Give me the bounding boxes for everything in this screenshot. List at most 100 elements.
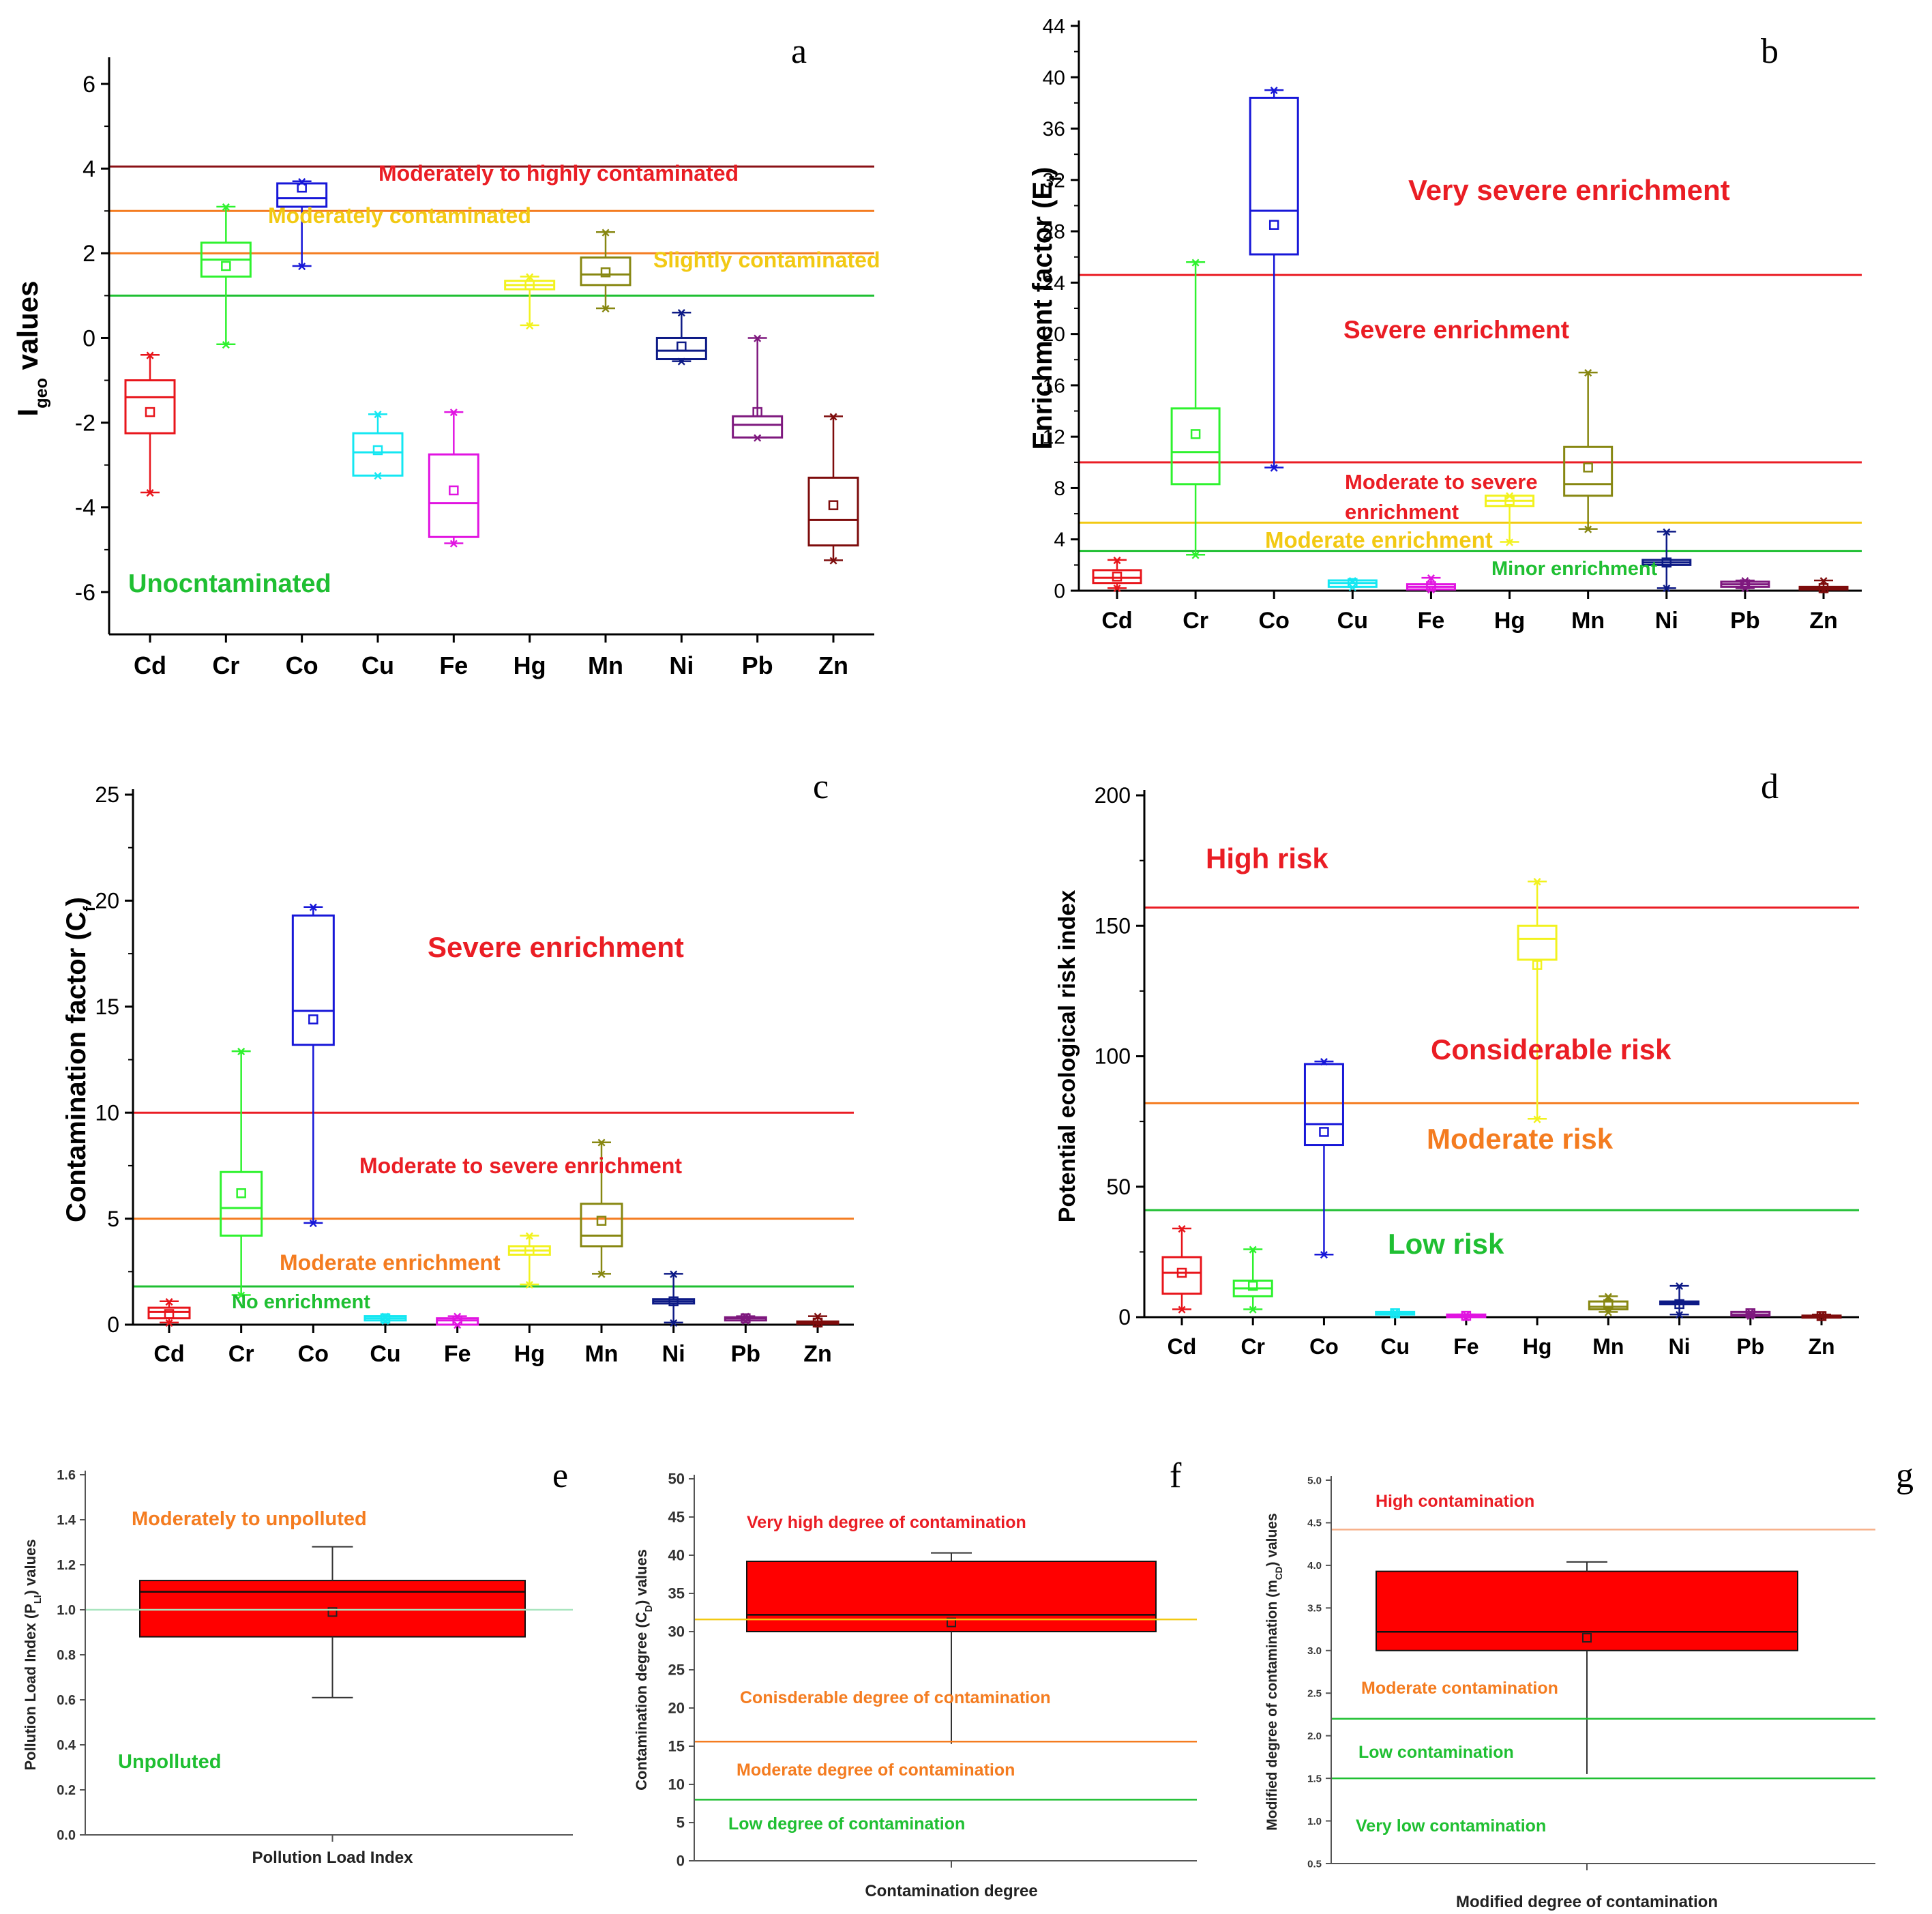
x-tick-label-b: Mn xyxy=(1571,608,1605,634)
y-tick-label-a: -2 xyxy=(75,411,95,437)
y-tick-label-a: -6 xyxy=(75,580,95,606)
box-min-marker-Cu: × xyxy=(374,467,383,484)
box-mean-Pb xyxy=(1745,1308,1756,1319)
box-max-marker-Zn: × xyxy=(1817,1306,1826,1323)
y-tick-label-e: 0.0 xyxy=(57,1828,76,1843)
y-axis-label-b: Enrichment factor (Ef) xyxy=(1028,167,1065,450)
annotation-moderately-unpolluted: Moderately to unpolluted xyxy=(132,1508,367,1530)
box-min-marker-Co: × xyxy=(309,1215,318,1232)
x-tick-label-d: Ni xyxy=(1669,1334,1691,1359)
y-tick-label-e: 1.6 xyxy=(57,1468,76,1483)
y-tick-label-g: 5.0 xyxy=(1307,1475,1322,1486)
y-tick-label-b: 4 xyxy=(1054,529,1065,551)
y-tick-label-b: 16 xyxy=(1043,374,1065,397)
y-axis-label-d: Potential ecological risk index xyxy=(1054,890,1080,1223)
y-tick-label-f: 0 xyxy=(677,1853,685,1870)
annotation-uncontaminated: Unocntaminated xyxy=(128,570,331,598)
box-mean-Zn xyxy=(1818,583,1829,593)
y-axis-label-c: Contamination factor (Cf) xyxy=(61,897,99,1222)
box-mean-Cr xyxy=(236,1188,246,1198)
box-mean-Fe xyxy=(1461,1310,1472,1321)
box-mean-Fe xyxy=(1426,581,1436,591)
box-min-marker-Zn: × xyxy=(1817,1308,1826,1325)
box-max-marker-Cu: × xyxy=(1348,572,1357,589)
y-tick-label-a: 2 xyxy=(83,241,95,267)
box-g xyxy=(1376,1570,1798,1651)
y-tick-label-g: 3.5 xyxy=(1307,1603,1322,1615)
box-max-marker-Cd: × xyxy=(1113,552,1122,569)
box-mean-e xyxy=(327,1607,338,1617)
box-max-marker-Mn: × xyxy=(1604,1288,1613,1305)
y-tick-label-b: 40 xyxy=(1043,67,1065,89)
box-Mn xyxy=(1563,445,1614,497)
box-max-marker-Ni: × xyxy=(669,1265,678,1282)
box-mean-g xyxy=(1582,1633,1592,1643)
box-min-marker-Hg: × xyxy=(1533,1110,1542,1128)
y-tick-label-f: 10 xyxy=(668,1776,685,1793)
x-tick-label-c: Cu xyxy=(370,1341,400,1367)
box-Co xyxy=(1249,96,1299,256)
x-tick-label-a: Mn xyxy=(588,651,623,679)
box-mean-Cd xyxy=(1176,1267,1187,1278)
y-tick-label-f: 20 xyxy=(668,1700,685,1717)
box-min-marker-Fe: × xyxy=(1427,581,1436,598)
x-tick-label-d: Pb xyxy=(1736,1334,1764,1359)
x-axis-label-g: Modified degree of contamination xyxy=(1456,1893,1718,1911)
box-Fe xyxy=(428,453,479,538)
x-tick-label-c: Ni xyxy=(662,1341,685,1367)
box-mean-Cr xyxy=(1190,429,1201,439)
annotation-no-enrichment: No enrichment xyxy=(232,1291,370,1313)
box-e xyxy=(139,1580,526,1638)
annotation-moderately: Moderately contaminated xyxy=(268,203,531,228)
box-max-marker-Mn: × xyxy=(597,1134,606,1151)
annotation-moderate-enrichment: Moderate enrichment xyxy=(1265,527,1493,553)
chart-panel-b: 0 4 8 12 16 20 24 28 32 36 40 44 Enrichment factor (… xyxy=(1028,16,1862,634)
box-max-marker-Cd: × xyxy=(146,347,155,364)
x-tick-label-b: Cr xyxy=(1183,608,1208,634)
box-min-marker-Cr: × xyxy=(237,1286,246,1304)
box-mean-Co xyxy=(308,1014,318,1025)
y-tick-label-c: 20 xyxy=(95,889,119,913)
y-tick-label-d: 150 xyxy=(1095,913,1131,938)
y-tick-label-b: 20 xyxy=(1043,323,1065,346)
x-tick-label-a: Cu xyxy=(361,651,394,679)
box-max-marker-Zn: × xyxy=(1819,572,1828,589)
box-mean-Pb xyxy=(1740,579,1751,589)
annotation-moderate-severe-c: Moderate to severe enrichment xyxy=(359,1153,682,1178)
x-tick-label-c: Zn xyxy=(803,1341,832,1367)
box-mean-Ni xyxy=(1661,557,1672,568)
x-tick-label-c: Cd xyxy=(153,1341,184,1367)
annotation-low-contamination: Low contamination xyxy=(1358,1743,1514,1762)
annotation-high-contamination: High contamination xyxy=(1376,1492,1534,1511)
x-tick-label-c: Mn xyxy=(584,1341,618,1367)
box-mean-Cu xyxy=(372,445,383,456)
box-min-marker-Co: × xyxy=(297,258,306,275)
x-tick-label-a: Cd xyxy=(134,651,166,679)
chart-panel-f: 0 5 10 15 20 25 30 35 40 45 50 Contamination degree… xyxy=(633,1456,1197,1900)
box-mean-Fe xyxy=(452,1315,462,1326)
box-Cd xyxy=(124,379,176,435)
box-mean-Ni xyxy=(1674,1299,1684,1310)
box-min-marker-Mn: × xyxy=(1584,521,1592,538)
y-tick-label-g: 3.0 xyxy=(1307,1645,1322,1657)
box-mean-Mn xyxy=(596,1216,607,1226)
box-mean-Hg xyxy=(1532,960,1543,970)
box-mean-Zn xyxy=(828,500,839,510)
box-mean-Cd xyxy=(164,1309,175,1319)
y-tick-label-c: 15 xyxy=(95,995,119,1019)
y-tick-label-b: 8 xyxy=(1054,477,1065,500)
box-max-marker-Cr: × xyxy=(1191,254,1200,271)
box-mean-Cr xyxy=(221,261,231,271)
box-max-marker-Pb: × xyxy=(1740,572,1749,589)
x-tick-label-a: Co xyxy=(286,651,318,679)
box-Cr xyxy=(1170,407,1221,486)
box-max-marker-Cu: × xyxy=(374,406,383,423)
box-max-marker-Pb: × xyxy=(1746,1304,1755,1321)
box-mean-Hg xyxy=(524,1245,535,1256)
x-tick-label-c: Fe xyxy=(444,1341,471,1367)
y-tick-label-a: 6 xyxy=(83,72,95,98)
chart-panel-g: 0.5 1.0 1.5 2.0 2.5 3.0 3.5 4.0 4.5 5.0 Modified d… xyxy=(1264,1456,1914,1911)
x-tick-label-b: Fe xyxy=(1418,608,1445,634)
box-max-marker-Co: × xyxy=(297,173,306,190)
y-tick-label-f: 5 xyxy=(677,1814,685,1831)
